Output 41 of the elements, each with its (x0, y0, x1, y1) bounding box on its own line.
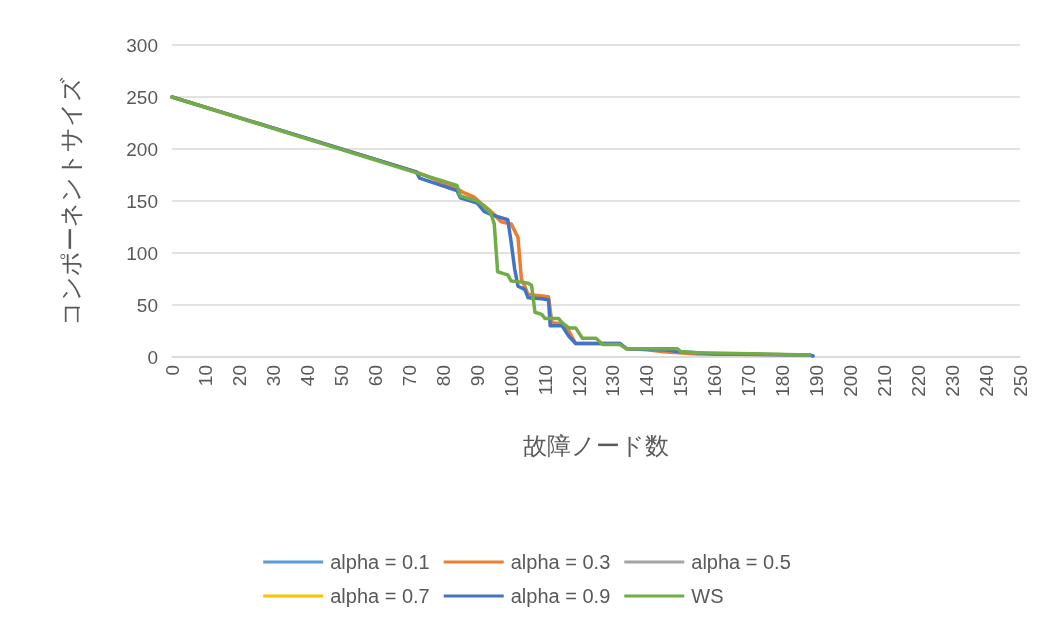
y-axis-title: コンポーネントサイズ (56, 76, 84, 326)
x-tick-label: 20 (229, 365, 251, 387)
legend-label: alpha = 0.3 (510, 551, 611, 573)
x-tick-label: 30 (263, 365, 285, 387)
x-tick-label: 190 (805, 365, 827, 397)
x-tick-label: 140 (636, 365, 658, 397)
x-tick-label: 120 (568, 365, 590, 397)
x-tick-label: 160 (704, 365, 726, 397)
x-tick-label: 230 (941, 365, 963, 397)
x-tick-label: 50 (331, 365, 353, 387)
x-tick-label: 70 (398, 365, 420, 387)
legend-label: alpha = 0.5 (691, 551, 791, 573)
y-tick-label: 100 (126, 242, 158, 264)
x-axis-title: 故障ノード数 (523, 431, 669, 459)
x-tick-label: 0 (161, 365, 183, 376)
y-tick-label: 50 (136, 294, 158, 316)
x-tick-label: 150 (670, 365, 692, 397)
y-tick-label: 250 (126, 86, 158, 108)
y-tick-label: 300 (126, 34, 158, 56)
y-tick-label: 200 (126, 138, 158, 160)
x-tick-label: 40 (297, 365, 319, 387)
x-tick-label: 60 (365, 365, 387, 387)
x-tick-label: 210 (873, 365, 895, 397)
x-tick-label: 10 (195, 365, 217, 387)
y-tick-label: 0 (147, 346, 158, 368)
legend-label: WS (691, 585, 724, 607)
x-tick-label: 170 (738, 365, 760, 397)
x-tick-label: 90 (466, 365, 488, 387)
legend-label: alpha = 0.7 (330, 585, 430, 607)
legend-label: alpha = 0.9 (510, 585, 611, 607)
legend-label: alpha = 0.1 (330, 551, 430, 573)
x-tick-label: 220 (907, 365, 929, 397)
x-tick-label: 110 (534, 365, 556, 396)
x-tick-label: 200 (839, 365, 861, 397)
x-tick-label: 180 (772, 365, 794, 397)
x-tick-label: 250 (1009, 365, 1031, 397)
x-tick-label: 130 (602, 365, 624, 397)
x-tick-label: 80 (432, 365, 454, 387)
x-tick-label: 100 (500, 365, 522, 397)
x-tick-label: 240 (975, 365, 997, 397)
y-tick-label: 150 (126, 190, 158, 212)
